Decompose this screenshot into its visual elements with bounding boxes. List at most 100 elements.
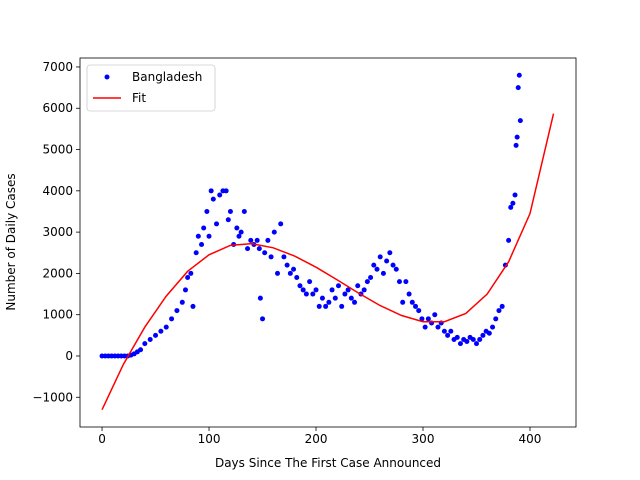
- data-point: [323, 303, 329, 309]
- data-point: [254, 237, 260, 243]
- data-point: [464, 339, 470, 345]
- data-point: [448, 328, 454, 334]
- y-tick-label: 0: [65, 349, 73, 363]
- data-point: [512, 192, 518, 198]
- data-point: [387, 250, 393, 256]
- data-point: [364, 279, 370, 285]
- data-point: [486, 330, 492, 336]
- data-point: [297, 283, 303, 289]
- data-point: [241, 208, 247, 214]
- data-point: [326, 299, 332, 305]
- data-point: [182, 287, 188, 293]
- data-point: [238, 229, 244, 235]
- data-point: [201, 225, 207, 231]
- data-point: [432, 312, 438, 318]
- data-point: [142, 341, 148, 347]
- data-point: [234, 225, 240, 231]
- data-point: [210, 196, 216, 202]
- data-point: [380, 270, 386, 276]
- data-point: [206, 233, 212, 239]
- data-point: [260, 316, 266, 322]
- data-point: [319, 295, 325, 301]
- data-point: [377, 254, 383, 260]
- data-point: [425, 316, 431, 322]
- data-point: [355, 283, 361, 289]
- data-point: [474, 341, 480, 347]
- x-tick-label: 100: [198, 432, 221, 446]
- data-point: [275, 270, 281, 276]
- data-point: [271, 229, 277, 235]
- data-point: [195, 233, 201, 239]
- data-point: [179, 299, 185, 305]
- y-tick-label: 2000: [42, 266, 73, 280]
- data-point: [307, 279, 313, 285]
- data-point: [153, 332, 159, 338]
- data-point: [268, 254, 274, 260]
- data-point: [496, 308, 502, 314]
- y-tick-label: 4000: [42, 184, 73, 198]
- data-point: [147, 336, 153, 342]
- x-axis-label: Days Since The First Case Announced: [215, 456, 441, 470]
- data-point: [199, 242, 205, 248]
- data-point: [174, 308, 180, 314]
- data-point: [348, 295, 354, 301]
- data-point: [335, 283, 341, 289]
- data-point: [403, 279, 409, 285]
- data-point: [188, 270, 194, 276]
- data-point: [190, 303, 196, 309]
- x-tick-label: 300: [412, 432, 435, 446]
- data-point: [214, 221, 220, 227]
- data-point: [413, 303, 419, 309]
- data-point: [313, 287, 319, 293]
- data-point: [416, 308, 422, 314]
- plot-frame: [79, 57, 577, 428]
- y-tick-label: 3000: [42, 225, 73, 239]
- data-point: [361, 287, 367, 293]
- x-tick-label: 400: [519, 432, 542, 446]
- data-point: [281, 254, 287, 260]
- data-point: [516, 72, 522, 78]
- data-point: [506, 237, 512, 243]
- y-tick-label: 6000: [42, 101, 73, 115]
- data-point: [169, 316, 175, 322]
- data-point: [236, 233, 242, 239]
- data-point: [185, 275, 191, 281]
- data-point: [422, 324, 428, 330]
- data-point: [406, 291, 412, 297]
- data-point: [517, 118, 523, 124]
- data-point: [457, 341, 463, 347]
- y-axis-label: Number of Daily Cases: [4, 173, 18, 310]
- data-point: [393, 266, 399, 272]
- data-point: [278, 221, 284, 227]
- data-point: [225, 217, 231, 223]
- fit-line: [101, 113, 555, 410]
- data-point: [329, 287, 335, 293]
- data-point: [310, 291, 316, 297]
- legend-label: Fit: [132, 91, 146, 105]
- data-point: [248, 237, 254, 243]
- data-point: [445, 332, 451, 338]
- data-point: [257, 295, 263, 301]
- data-point: [374, 266, 380, 272]
- data-point: [332, 295, 338, 301]
- data-point: [223, 188, 229, 194]
- data-point: [508, 204, 514, 210]
- data-point: [371, 262, 377, 268]
- data-point: [352, 299, 358, 305]
- data-point: [245, 246, 251, 252]
- data-point: [262, 250, 268, 256]
- data-point: [477, 336, 483, 342]
- data-point: [193, 250, 199, 256]
- data-point: [227, 208, 233, 214]
- data-point: [454, 334, 460, 340]
- y-tick-label: 5000: [42, 143, 73, 157]
- data-point: [435, 324, 441, 330]
- data-point: [390, 262, 396, 268]
- data-point: [265, 237, 271, 243]
- data-point: [513, 142, 519, 148]
- data-point: [294, 275, 300, 281]
- data-point: [419, 316, 425, 322]
- data-point: [480, 332, 486, 338]
- data-point: [303, 291, 309, 297]
